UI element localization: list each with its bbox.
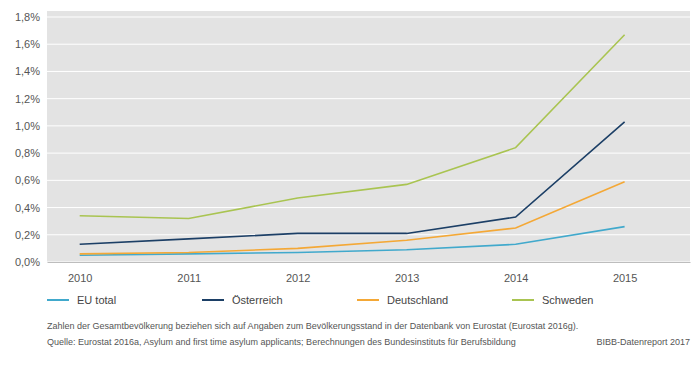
- y-axis: 0,0% 0,2% 0,4% 0,6% 0,8% 1,0% 1,2% 1,4% 1,6% 1,8%: [15, 11, 48, 268]
- grid-line: [47, 44, 690, 45]
- y-tick-label: 1,8%: [15, 11, 40, 23]
- x-tick-label: 2010: [68, 272, 92, 284]
- grid-line: [47, 180, 690, 181]
- legend-label: Schweden: [542, 294, 593, 306]
- legend-item: Deutschland: [357, 294, 448, 306]
- legend-item: Schweden: [512, 294, 593, 306]
- x-tick: 2014: [504, 262, 528, 284]
- legend-swatch: [202, 299, 224, 301]
- y-tick-label: 1,2%: [15, 93, 40, 105]
- chart: 0,0% 0,2% 0,4% 0,6% 0,8% 1,0% 1,2% 1,4% 1,6% 1,8%…: [0, 0, 700, 365]
- grid-line: [47, 234, 690, 235]
- x-tick: 2011: [177, 262, 201, 284]
- legend-label: Österreich: [232, 294, 283, 306]
- y-axis-line: [47, 18, 48, 263]
- y-tick-label: 1,6%: [15, 38, 40, 50]
- plot-background: [47, 11, 690, 262]
- y-tick: 0,6%: [15, 174, 47, 186]
- legend-swatch: [47, 299, 69, 301]
- legend-item: Österreich: [202, 294, 283, 306]
- x-axis-line: [48, 262, 691, 263]
- y-tick-label: 0,6%: [15, 174, 40, 186]
- y-tick: 0,0%: [15, 256, 47, 268]
- grid-line: [47, 17, 690, 18]
- legend-label: EU total: [77, 294, 116, 306]
- y-tick-label: 1,0%: [15, 120, 40, 132]
- y-tick: 1,6%: [15, 38, 47, 50]
- y-tick-label: 0,4%: [15, 202, 40, 214]
- x-tick: 2013: [395, 262, 419, 284]
- legend-swatch: [357, 299, 379, 301]
- series-line: [80, 35, 625, 219]
- y-tick-label: 1,4%: [15, 65, 40, 77]
- y-tick: 0,8%: [15, 147, 47, 159]
- x-tick-label: 2013: [395, 272, 419, 284]
- credit: BIBB-Datenreport 2017: [596, 337, 690, 347]
- note: Zahlen der Gesamtbevölkerung beziehen si…: [47, 321, 578, 331]
- grid-line: [47, 98, 690, 99]
- x-tick: 2010: [68, 262, 92, 284]
- legend-item: EU total: [47, 294, 116, 306]
- grid-line: [47, 71, 690, 72]
- x-tick-label: 2012: [286, 272, 310, 284]
- series-line: [80, 122, 625, 245]
- legend-swatch: [512, 299, 534, 301]
- y-tick-label: 0,2%: [15, 229, 40, 241]
- y-tick: 1,2%: [15, 93, 47, 105]
- x-tick-label: 2015: [613, 272, 637, 284]
- legend: EU total Österreich Deutschland Schweden: [47, 294, 593, 306]
- lines: [80, 35, 625, 256]
- x-tick-label: 2014: [504, 272, 528, 284]
- y-tick: 0,4%: [15, 202, 47, 214]
- grid-line: [47, 153, 690, 154]
- x-tick-label: 2011: [177, 272, 201, 284]
- x-tick: 2012: [286, 262, 310, 284]
- y-tick: 0,2%: [15, 229, 47, 241]
- grid: [47, 17, 690, 262]
- plot: 0,0% 0,2% 0,4% 0,6% 0,8% 1,0% 1,2% 1,4% 1,6% 1,8%…: [15, 11, 691, 284]
- y-tick: 1,4%: [15, 65, 47, 77]
- x-tick: 2015: [613, 262, 637, 284]
- y-tick: 1,0%: [15, 120, 47, 132]
- legend-label: Deutschland: [387, 294, 448, 306]
- grid-line: [47, 125, 690, 126]
- y-tick: 1,8%: [15, 11, 47, 23]
- y-tick-label: 0,0%: [15, 256, 40, 268]
- note: Quelle: Eurostat 2016a, Asylum and first…: [47, 337, 516, 347]
- x-axis: 2010 2011 2012 2013 2014 2015: [48, 262, 691, 284]
- y-tick-label: 0,8%: [15, 147, 40, 159]
- grid-line: [47, 207, 690, 208]
- grid-line: [47, 262, 690, 263]
